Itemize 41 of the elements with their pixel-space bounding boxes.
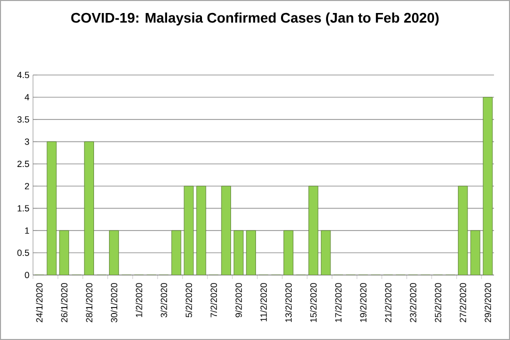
x-tick-label: 1/2/2020: [136, 283, 142, 317]
y-tick-label: 2: [24, 182, 30, 190]
x-tick-label: 24/1/2020: [36, 283, 43, 322]
bar: [482, 96, 493, 275]
x-tick-label: 3/2/2020: [160, 283, 168, 318]
x-tick-label: 27/2/2020: [460, 283, 466, 322]
x-tick-label: 29/2/2020: [484, 283, 492, 322]
x-tick-label: 11/2/2020: [260, 283, 267, 322]
x-tick-label: 13/2/2020: [285, 283, 292, 322]
y-tick-label: 3.5: [17, 116, 30, 123]
y-tick-label: 0.5: [17, 250, 30, 256]
bar: [458, 186, 468, 275]
bar: [196, 186, 206, 275]
y-tick-label: 2.5: [17, 160, 30, 168]
bar: [46, 141, 57, 275]
bar: [84, 141, 94, 275]
x-tick-label: 21/2/2020: [384, 283, 392, 322]
x-tick-label: 5/2/2020: [185, 283, 192, 318]
chart-title: COVID-19: Malaysia Confirmed Cases (Jan to Feb 2020): [71, 12, 439, 26]
bar: [109, 230, 119, 275]
x-tick-label: 23/2/2020: [410, 283, 416, 322]
y-tick-label: 0: [24, 272, 30, 278]
bar: [284, 230, 294, 275]
x-tick-label: 19/2/2020: [360, 283, 366, 322]
x-tick-label: 9/2/2020: [235, 283, 242, 318]
y-tick-label: 1.5: [18, 205, 30, 212]
x-tick-label: 15/2/2020: [310, 283, 317, 322]
y-tick-label: 3: [24, 138, 30, 145]
bar: [221, 186, 232, 275]
x-tick-label: 30/1/2020: [110, 283, 118, 322]
x-tick-label: 28/1/2020: [86, 283, 92, 322]
y-tick-label: 4.5: [17, 72, 30, 78]
x-tick-label: 26/1/2020: [60, 283, 68, 322]
x-tick-label: 7/2/2020: [210, 283, 217, 318]
x-tick-label: 17/2/2020: [334, 283, 342, 322]
bar: [246, 230, 256, 275]
bar: [308, 186, 318, 275]
y-tick-label: 1: [25, 227, 30, 234]
y-tick-label: 4: [24, 94, 30, 100]
x-tick-label: 25/2/2020: [434, 283, 442, 322]
bar: [184, 186, 194, 275]
